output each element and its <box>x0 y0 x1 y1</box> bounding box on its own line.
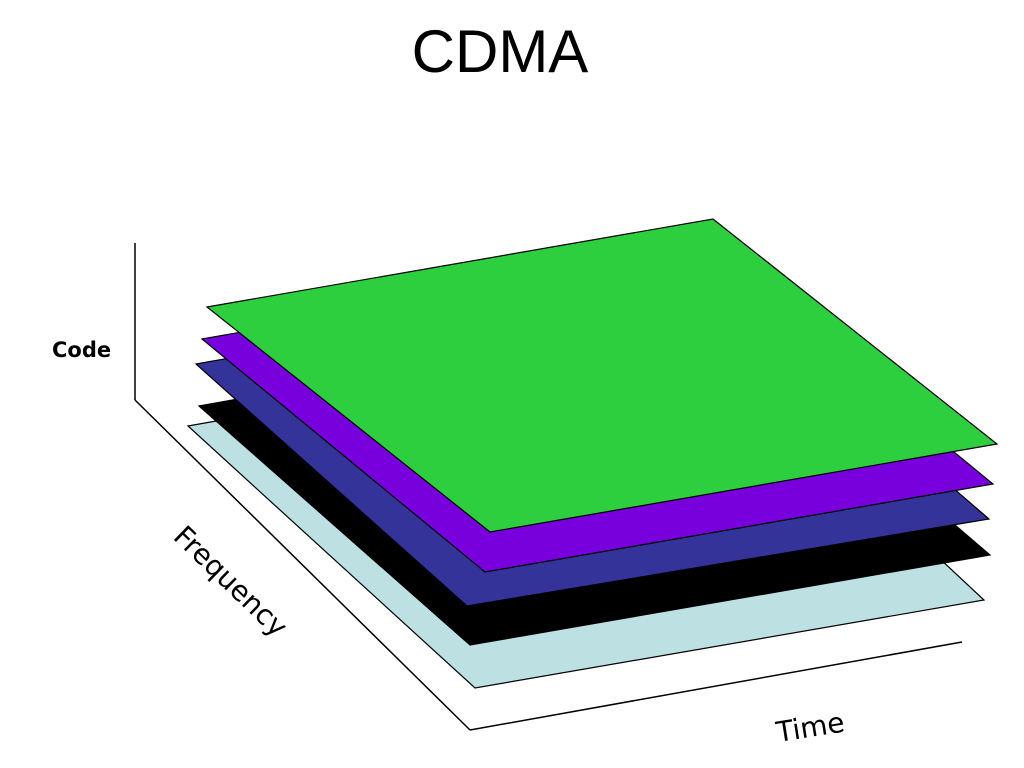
code-layers <box>186 218 999 689</box>
time-axis-line <box>469 641 963 731</box>
slide-title: CDMA <box>412 18 589 85</box>
code-layer-5 <box>205 218 999 533</box>
axes <box>134 243 963 731</box>
time-axis-label: Time <box>773 706 847 749</box>
code-axis-label: Code <box>52 338 111 362</box>
frequency-axis-line <box>134 399 471 731</box>
